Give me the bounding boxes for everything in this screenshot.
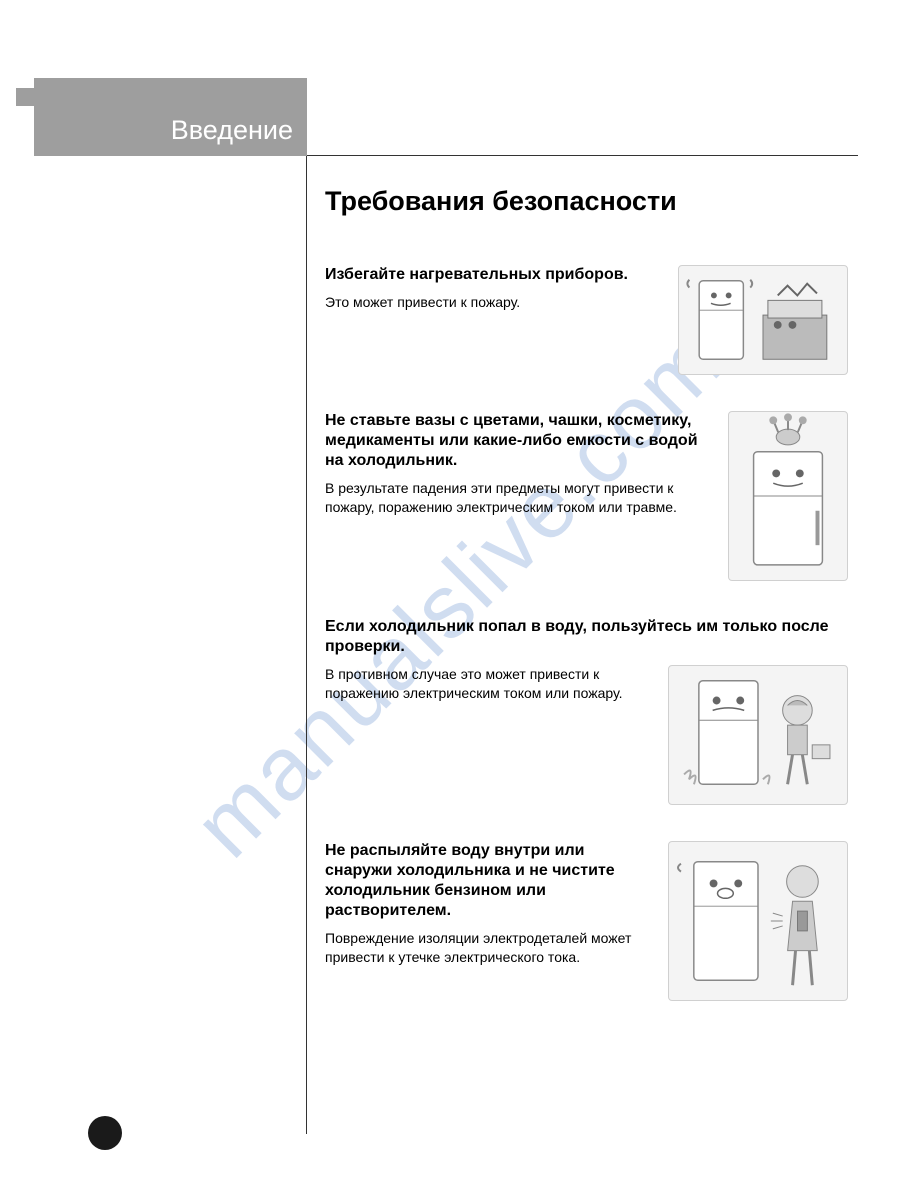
section-heading-3: Если холодильник попал в воду, пользуйте… xyxy=(325,617,848,657)
safety-section-3: Если холодильник попал в воду, пользуйте… xyxy=(325,617,848,805)
safety-section-2: Не ставьте вазы с цветами, чашки, космет… xyxy=(325,411,848,581)
safety-section-1: Избегайте нагревательных приборов. Это м… xyxy=(325,265,848,375)
section-heading-1: Избегайте нагревательных приборов. xyxy=(325,265,662,285)
section-body-2: В результате падения эти предметы могут … xyxy=(325,479,712,517)
page-title: Требования безопасности xyxy=(325,186,848,217)
section-heading-2: Не ставьте вазы с цветами, чашки, космет… xyxy=(325,411,712,471)
page-container: Введение Требования безопасности Избегай… xyxy=(0,0,918,1188)
fridge-spray-icon xyxy=(669,842,847,1000)
illustration-heater xyxy=(678,265,848,375)
section-text-1: Избегайте нагревательных приборов. Это м… xyxy=(325,265,662,312)
page-number-dot xyxy=(88,1116,122,1150)
illustration-spray xyxy=(668,841,848,1001)
safety-section-4: Не распыляйте воду внутри или снаружи хо… xyxy=(325,841,848,1001)
section-body-4: Повреждение изоляции электродеталей може… xyxy=(325,929,652,967)
section-header: Введение xyxy=(171,115,293,146)
section-body-3: В противном случае это может привести к … xyxy=(325,665,652,703)
fridge-water-icon xyxy=(669,666,847,804)
fridge-vase-icon xyxy=(729,412,847,580)
fridge-heater-icon xyxy=(679,266,847,374)
section-heading-4: Не распыляйте воду внутри или снаружи хо… xyxy=(325,841,652,921)
illustration-water xyxy=(668,665,848,805)
header-notch xyxy=(16,88,34,106)
section-text-2: Не ставьте вазы с цветами, чашки, космет… xyxy=(325,411,712,517)
content-area: Требования безопасности Избегайте нагрев… xyxy=(325,186,848,1037)
header-block: Введение xyxy=(34,78,307,156)
vertical-rule xyxy=(306,156,307,1134)
section-body-1: Это может привести к пожару. xyxy=(325,293,662,312)
section-text-4: Не распыляйте воду внутри или снаружи хо… xyxy=(325,841,652,967)
header-horizontal-rule xyxy=(307,155,858,156)
illustration-vase xyxy=(728,411,848,581)
